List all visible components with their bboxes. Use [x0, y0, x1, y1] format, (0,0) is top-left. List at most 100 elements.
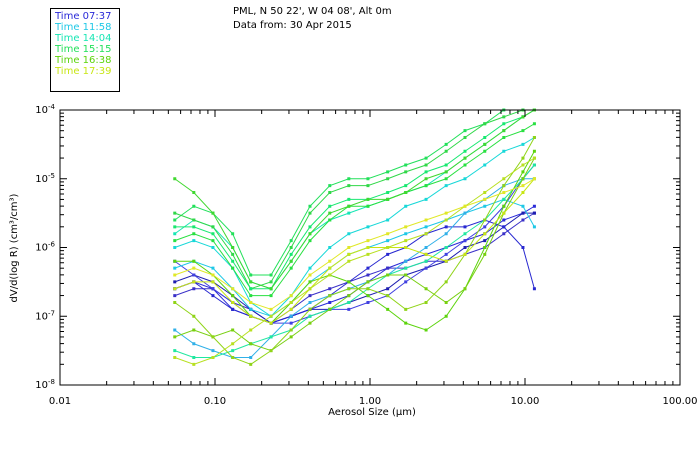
data-point — [532, 122, 536, 126]
data-point — [173, 246, 177, 249]
x-tick-label: 100.00 — [663, 396, 698, 407]
data-point — [444, 170, 448, 174]
y-tick-label: 10-6 — [35, 241, 55, 254]
data-point — [424, 197, 428, 201]
data-point — [532, 225, 536, 229]
data-point — [289, 307, 293, 311]
data-point — [463, 129, 467, 133]
data-point — [424, 328, 428, 332]
data-point — [249, 273, 253, 277]
data-point — [386, 191, 390, 194]
data-point — [249, 301, 253, 304]
data-point — [483, 204, 487, 208]
data-point — [192, 314, 196, 318]
axis-ticks: 0.01 0.10 1.00 10.00 100.00 10-8 10-7 10-6 10-5 1… — [35, 103, 697, 407]
legend-entry: Time 11:58 — [55, 22, 112, 33]
data-point — [444, 246, 448, 249]
data-point — [483, 149, 487, 153]
data-point — [308, 273, 312, 277]
data-point — [463, 246, 467, 249]
data-point — [386, 246, 390, 249]
data-point — [502, 136, 506, 139]
data-point — [463, 225, 467, 229]
data-point — [173, 218, 177, 222]
data-point — [463, 156, 467, 160]
data-point — [269, 307, 273, 311]
data-point — [192, 266, 196, 270]
data-point — [502, 149, 506, 153]
series-line — [174, 178, 535, 310]
data-point — [444, 149, 448, 153]
data-point — [444, 218, 448, 222]
data-point — [444, 252, 448, 256]
data-point — [444, 314, 448, 318]
series-line — [174, 219, 535, 324]
data-point — [483, 191, 487, 194]
data-point — [192, 287, 196, 291]
legend-entry: Time 15:15 — [55, 44, 112, 55]
data-point — [173, 225, 177, 229]
data-point — [289, 246, 293, 249]
data-point — [231, 342, 235, 346]
data-point — [231, 307, 235, 311]
data-point — [424, 266, 428, 270]
data-point — [463, 136, 467, 139]
data-point — [328, 211, 332, 215]
data-point — [502, 184, 506, 188]
legend-entry: Time 17:39 — [55, 66, 112, 77]
data-point — [521, 156, 525, 160]
data-point — [366, 301, 370, 304]
data-point — [386, 294, 390, 298]
data-point — [173, 335, 177, 339]
data-point — [502, 225, 506, 229]
legend-entry: Time 14:04 — [55, 33, 112, 44]
data-point — [532, 204, 536, 208]
data-point — [502, 204, 506, 208]
data-point — [347, 204, 351, 208]
data-point — [173, 349, 177, 353]
data-point — [308, 204, 312, 208]
data-point — [444, 211, 448, 215]
data-point — [444, 184, 448, 188]
data-point — [269, 273, 273, 277]
data-point — [521, 170, 525, 174]
data-point — [289, 314, 293, 318]
data-point — [424, 301, 428, 304]
data-point — [231, 287, 235, 291]
data-point — [328, 301, 332, 304]
chart-title: PML, N 50 22', W 04 08', Alt 0m — [233, 6, 392, 17]
data-point — [386, 170, 390, 174]
x-tick-label: 1.00 — [359, 396, 381, 407]
data-point — [269, 287, 273, 291]
data-point — [424, 225, 428, 229]
series-line — [174, 164, 535, 358]
data-point — [444, 225, 448, 229]
x-tick-label: 0.01 — [49, 396, 71, 407]
data-point — [173, 259, 177, 263]
series-line — [174, 109, 535, 290]
data-point — [366, 184, 370, 188]
data-point — [308, 314, 312, 318]
x-tick-label: 10.00 — [511, 396, 540, 407]
data-point — [289, 335, 293, 339]
data-point — [424, 184, 428, 188]
data-point — [366, 239, 370, 243]
data-point — [173, 301, 177, 304]
data-point — [249, 314, 253, 318]
data-point — [463, 252, 467, 256]
data-point — [404, 321, 408, 325]
data-point — [521, 211, 525, 215]
data-point — [231, 301, 235, 304]
series-line — [174, 157, 535, 352]
data-point — [211, 246, 215, 249]
data-point — [192, 328, 196, 332]
data-point — [521, 204, 525, 208]
data-point — [404, 170, 408, 174]
data-point — [404, 204, 408, 208]
data-point — [347, 287, 351, 291]
data-point — [211, 335, 215, 339]
data-point — [424, 156, 428, 160]
data-point — [444, 177, 448, 181]
series-line — [174, 137, 535, 317]
data-point — [328, 184, 332, 188]
